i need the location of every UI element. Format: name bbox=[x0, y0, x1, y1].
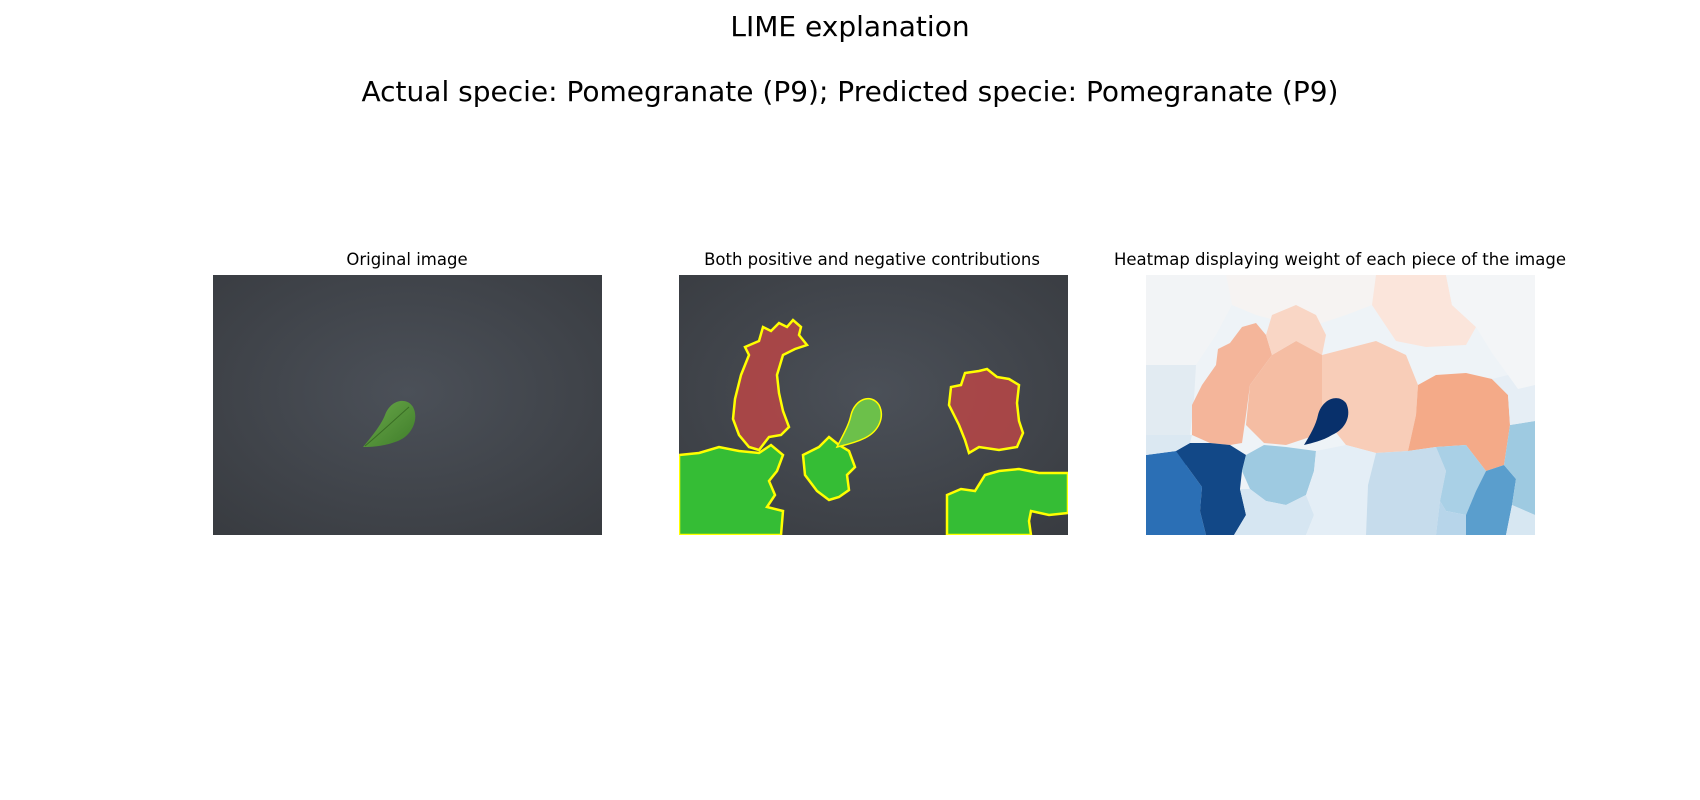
positive-region bbox=[679, 443, 785, 535]
positive-region bbox=[945, 467, 1068, 535]
heatmap-segment bbox=[1322, 341, 1418, 453]
heatmap-segment bbox=[1242, 445, 1316, 505]
original-image bbox=[213, 275, 602, 535]
heatmap-segment bbox=[1146, 435, 1192, 455]
heatmap-segment bbox=[1372, 275, 1476, 347]
heatmap-segment bbox=[1146, 275, 1232, 365]
negative-region bbox=[947, 367, 1025, 455]
heatmap-image bbox=[1146, 275, 1535, 535]
heatmap-segment bbox=[1234, 489, 1314, 535]
heatmap-segment bbox=[1366, 447, 1446, 535]
heatmap-segment bbox=[1446, 275, 1535, 389]
leaf-vein bbox=[364, 406, 410, 447]
heatmap-segment bbox=[1306, 445, 1376, 535]
positive-region bbox=[801, 435, 857, 502]
heatmap-leaf-segment bbox=[1304, 398, 1349, 445]
heatmap-segment bbox=[1466, 465, 1516, 535]
heatmap-segment bbox=[1492, 375, 1535, 425]
contributions-image bbox=[679, 275, 1068, 535]
leaf-positive-region bbox=[835, 397, 883, 449]
heatmap-segment bbox=[1266, 305, 1326, 355]
original-image-graphic bbox=[213, 275, 602, 535]
figure-title: LIME explanation bbox=[730, 10, 970, 43]
heatmap-segment bbox=[1176, 443, 1246, 535]
negative-region bbox=[731, 318, 810, 452]
heatmap-segment bbox=[1436, 501, 1466, 535]
heatmap-segment bbox=[1504, 421, 1535, 515]
heatmap-segment bbox=[1436, 445, 1486, 515]
heatmap-segment bbox=[1246, 335, 1326, 445]
heatmap-segment bbox=[1146, 365, 1196, 435]
heatmap-segment bbox=[1226, 275, 1376, 325]
heatmap-segment bbox=[1146, 443, 1206, 535]
panel-title-original: Original image bbox=[346, 250, 468, 269]
heatmap-segment bbox=[1408, 373, 1510, 471]
heatmap-segment bbox=[1506, 505, 1535, 535]
heatmap-graphic bbox=[1146, 275, 1535, 535]
contributions-graphic bbox=[679, 275, 1068, 535]
figure-subtitle: Actual specie: Pomegranate (P9); Predict… bbox=[361, 75, 1339, 108]
panel-title-contributions: Both positive and negative contributions bbox=[704, 250, 1040, 269]
heatmap-segment bbox=[1192, 323, 1272, 445]
panel-title-heatmap: Heatmap displaying weight of each piece … bbox=[1114, 250, 1566, 269]
